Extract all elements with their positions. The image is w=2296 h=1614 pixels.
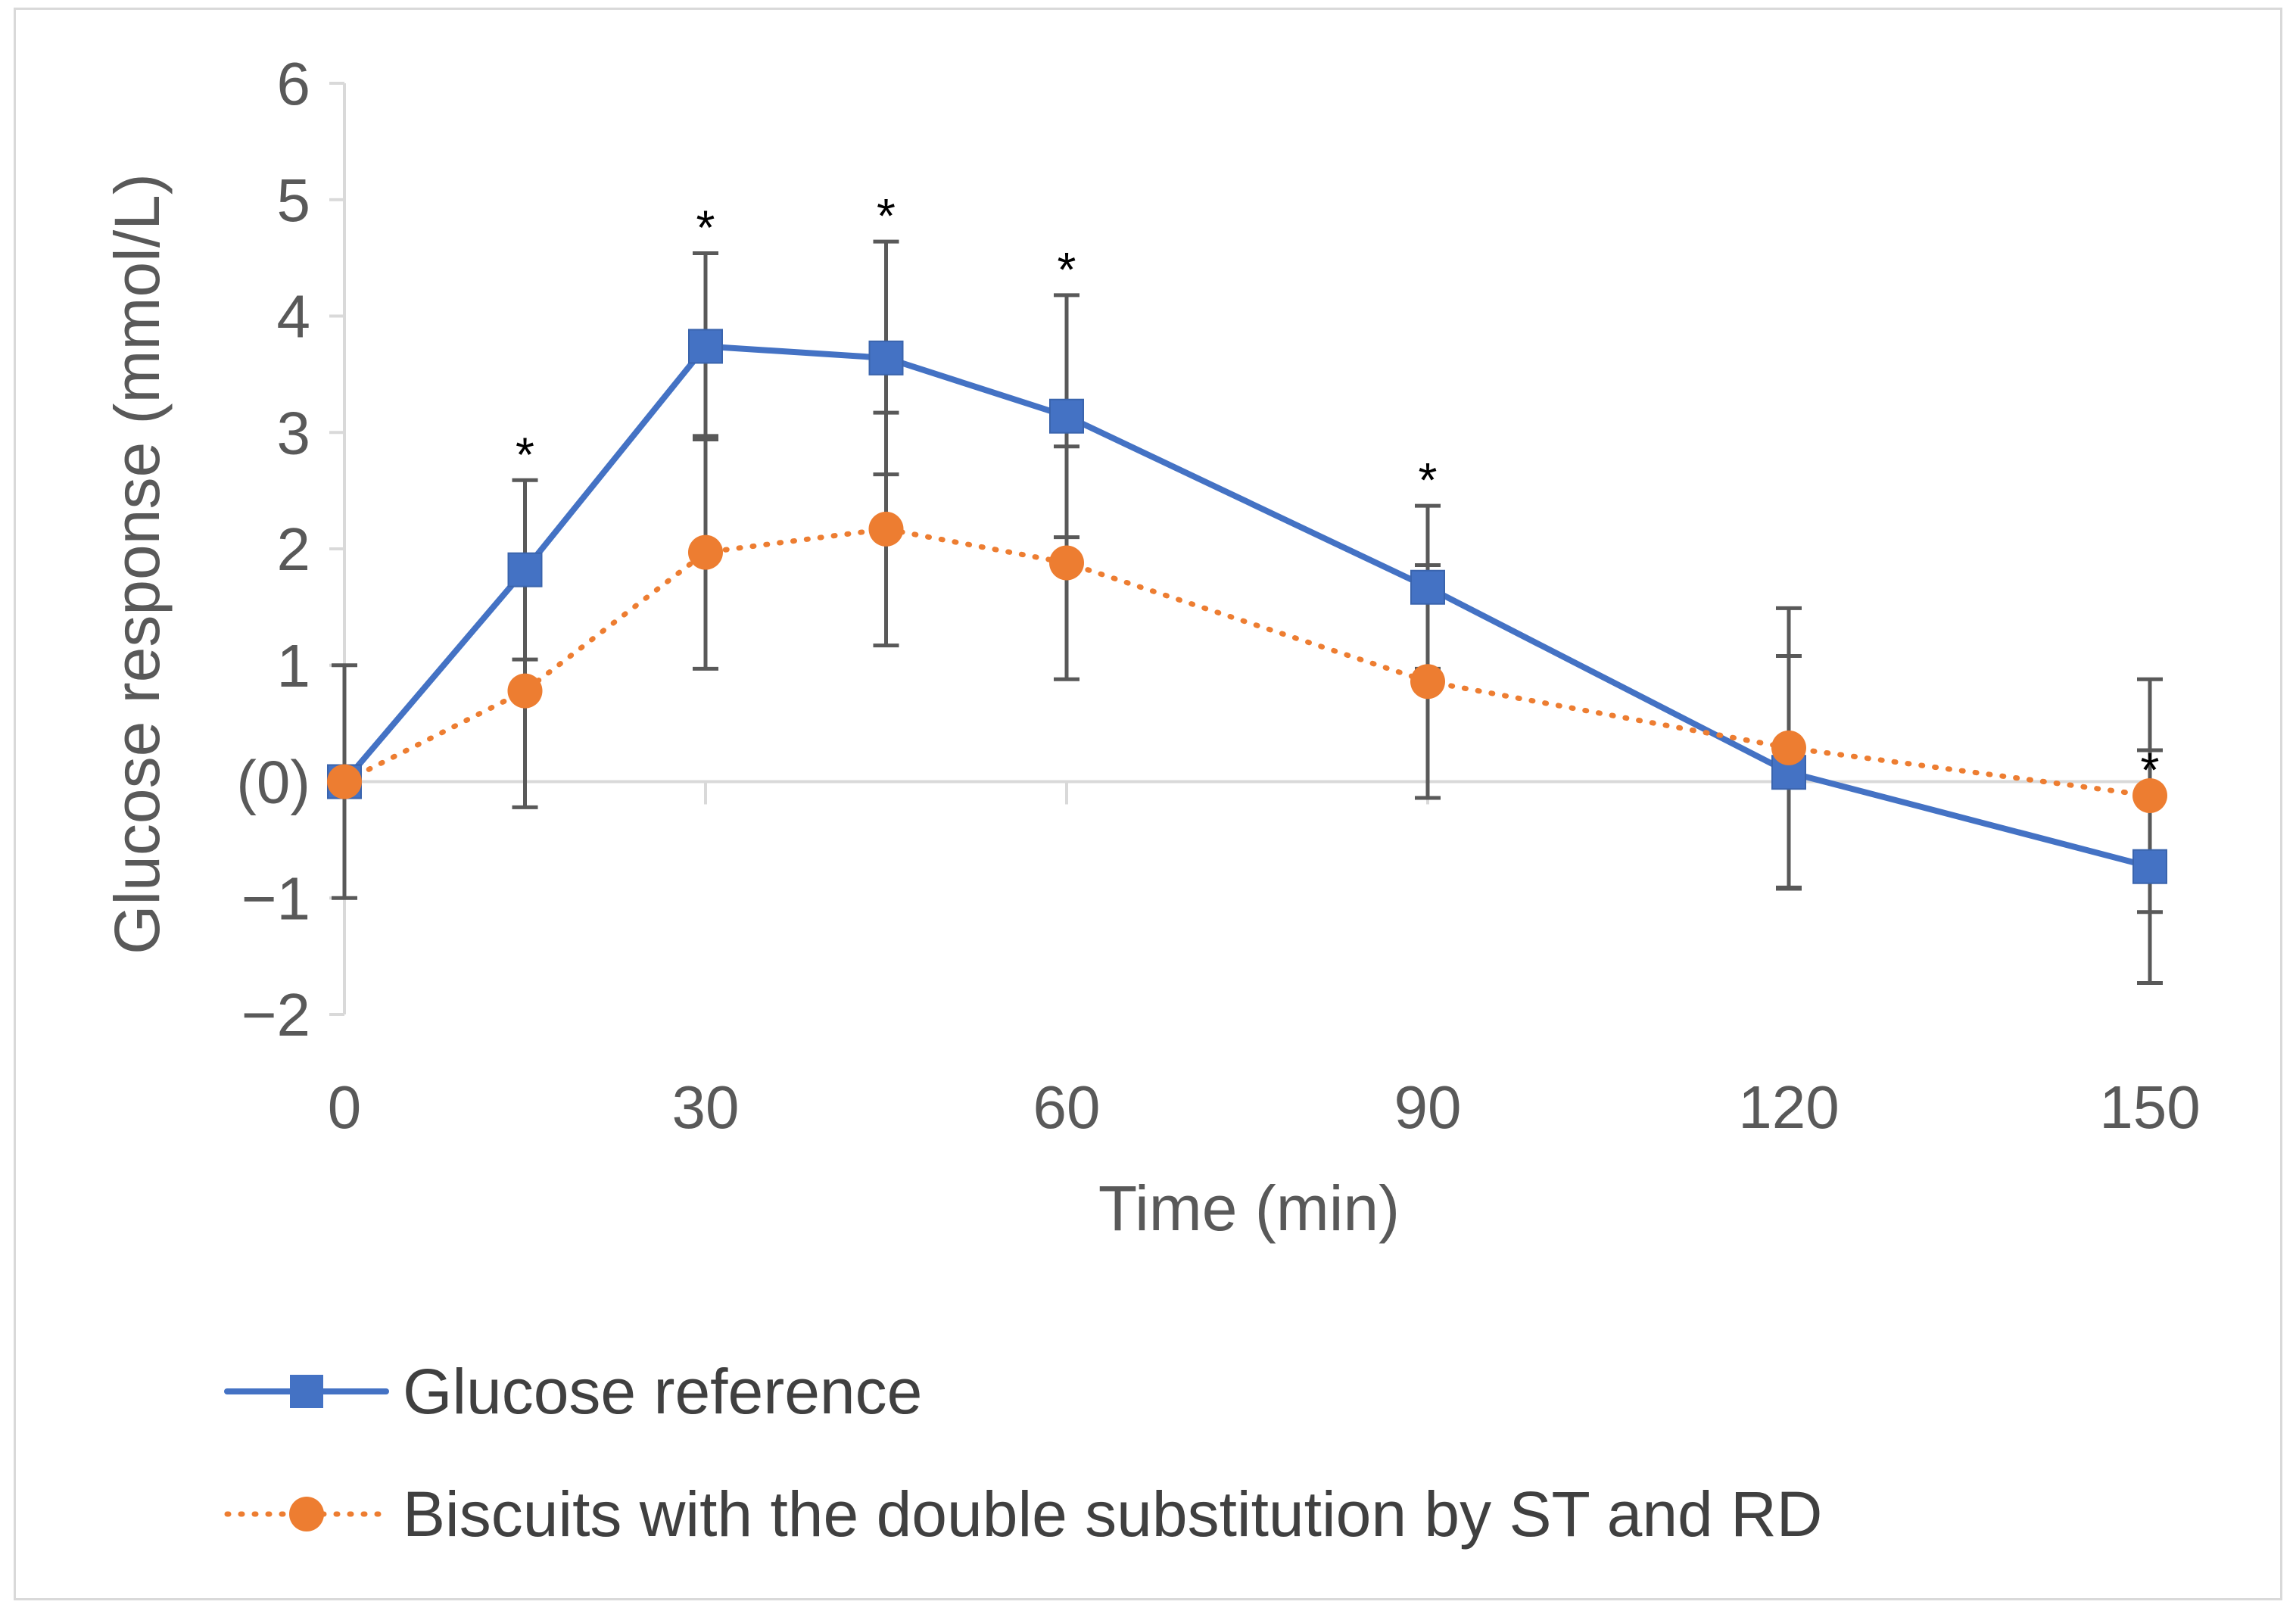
y-tick-label: 5 [277, 167, 311, 234]
x-tick-label: 0 [328, 1073, 362, 1141]
legend-biscuits-marker [289, 1497, 324, 1531]
legend: Glucose reference Biscuits with the doub… [224, 1356, 1822, 1550]
glucose-reference-point [1049, 398, 1084, 434]
y-tick-label: −2 [241, 981, 310, 1048]
biscuits-point [1771, 730, 1806, 765]
glucose-reference-point [1410, 569, 1445, 605]
biscuits-line [341, 526, 2153, 799]
biscuits-point [688, 534, 723, 570]
significance-star: * [1058, 242, 1076, 297]
significance-star: * [516, 427, 534, 481]
x-tick-label: 90 [1394, 1073, 1462, 1141]
legend-item-biscuits[interactable]: Biscuits with the double substitution by… [224, 1478, 1822, 1550]
y-tick-label: 2 [277, 516, 311, 583]
y-tick-label: 4 [277, 283, 311, 351]
biscuits-point [868, 511, 904, 547]
x-tick-label: 60 [1033, 1073, 1101, 1141]
biscuits-point [1049, 545, 1084, 581]
glucose-reference-point [688, 329, 723, 364]
significance-star: * [877, 189, 896, 243]
y-tick-label: 3 [277, 399, 311, 466]
glucose-reference-point [868, 340, 904, 375]
legend-glucose-marker [290, 1375, 323, 1408]
x-tick-label: 30 [672, 1073, 740, 1141]
legend-biscuits-label: Biscuits with the double substitution by… [403, 1478, 1822, 1550]
significance-star: * [2141, 743, 2160, 797]
y-tick-label: 6 [277, 50, 311, 117]
significance-star: * [696, 200, 715, 254]
y-tick-label: −1 [241, 865, 310, 932]
legend-item-glucose-reference[interactable]: Glucose reference [224, 1356, 922, 1427]
glucose-reference-point [2132, 849, 2167, 884]
x-tick-label: 150 [2099, 1073, 2200, 1141]
biscuits-point [507, 673, 543, 709]
plot-area: 6 5 4 3 2 1 (0) −1 −2 0 30 60 90 120 150 * * * * * * [236, 50, 2201, 1141]
significance-star: * [1419, 453, 1438, 507]
y-tick-label: 1 [277, 632, 311, 700]
x-tick-label: 120 [1738, 1073, 1839, 1141]
biscuits-point [1410, 664, 1445, 700]
biscuits-point [2132, 777, 2167, 813]
glucose-reference-point [507, 552, 543, 587]
x-axis-title: Time (min) [1098, 1173, 1400, 1244]
legend-glucose-label: Glucose reference [403, 1356, 922, 1427]
biscuits-point [327, 764, 362, 799]
glucose-reference-line [341, 343, 2153, 870]
y-tick-label: (0) [236, 749, 310, 816]
y-axis-title: Glucose response (mmol/L) [101, 173, 173, 955]
